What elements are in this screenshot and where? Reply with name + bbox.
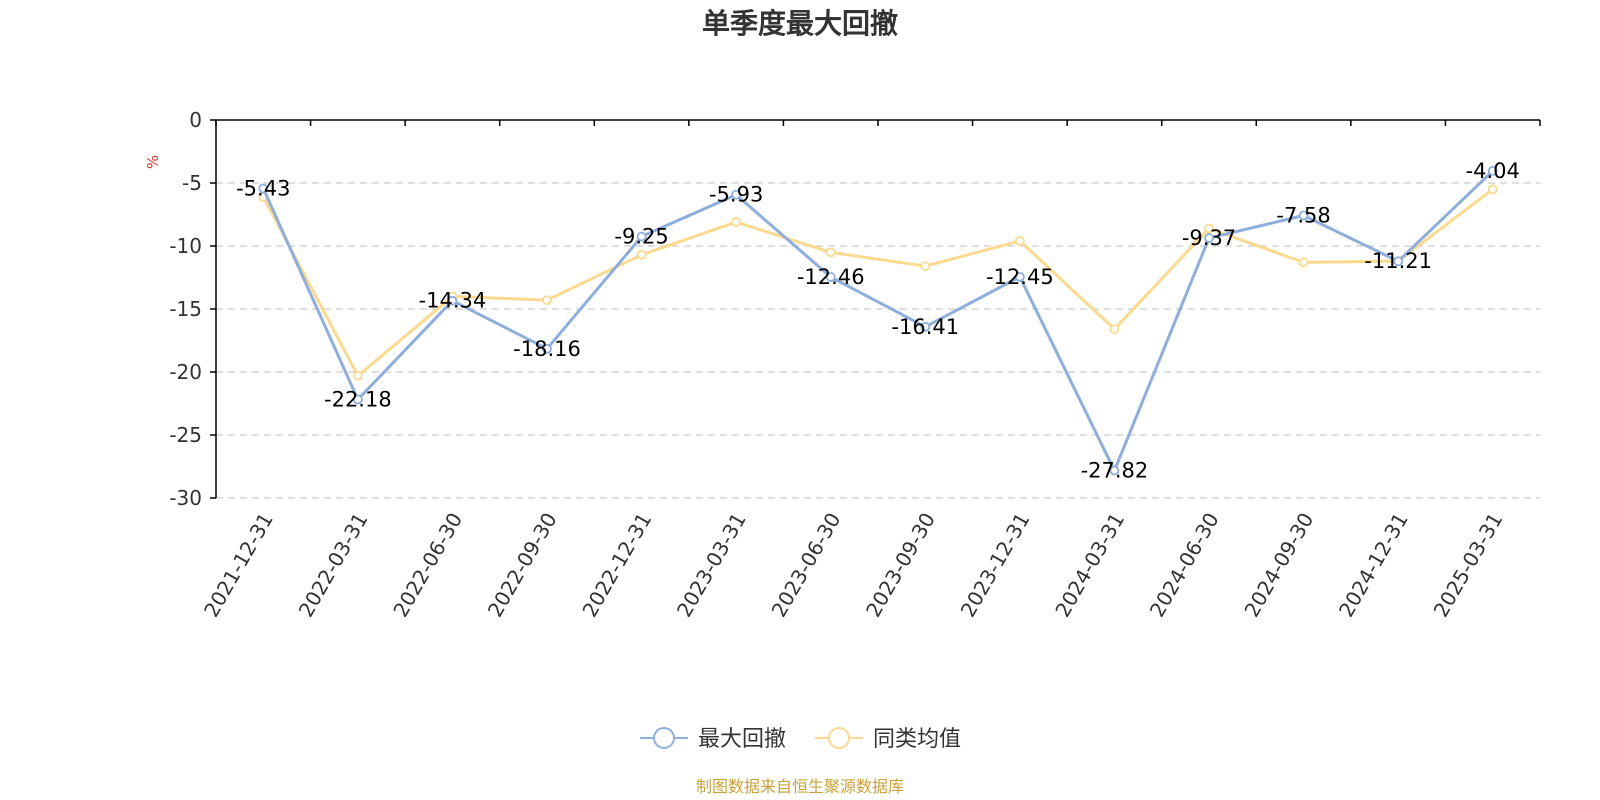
data-point xyxy=(542,295,552,306)
data-point xyxy=(731,189,742,200)
y-tick-label: -5 xyxy=(182,171,202,195)
data-point xyxy=(352,370,363,381)
data-label: -12.46 xyxy=(797,265,865,289)
data-point xyxy=(636,231,647,242)
data-label: -9.25 xyxy=(614,225,668,249)
data-point xyxy=(1109,465,1120,476)
data-label: -12.45 xyxy=(986,265,1054,289)
grid-lines xyxy=(216,182,1540,499)
data-point xyxy=(825,247,836,258)
data-label: -4.04 xyxy=(1466,159,1520,183)
data-point xyxy=(636,249,647,260)
y-axis-unit: % xyxy=(144,155,162,169)
series-lines xyxy=(258,166,1498,476)
data-point xyxy=(731,217,742,227)
x-tick-label: 2021-12-31 xyxy=(199,509,278,622)
data-point xyxy=(1298,210,1309,221)
data-label: -18.16 xyxy=(513,337,581,361)
data-point xyxy=(1487,184,1498,195)
y-tick-label: -15 xyxy=(169,297,202,321)
legend-label: 同类均值 xyxy=(873,727,961,752)
data-label: -9.37 xyxy=(1182,226,1236,250)
x-tick-label: 2022-09-30 xyxy=(483,509,562,622)
data-point xyxy=(447,295,458,306)
data-point xyxy=(1298,257,1309,268)
legend[interactable]: 最大回撤 同类均值 xyxy=(640,727,961,752)
data-point xyxy=(1393,256,1404,267)
x-tick-label: 2025-03-31 xyxy=(1429,509,1508,622)
x-tick-label: 2023-03-31 xyxy=(672,509,751,622)
data-point xyxy=(920,321,931,332)
data-label: -11.21 xyxy=(1364,249,1432,273)
legend-label: 最大回撤 xyxy=(698,727,786,752)
legend-marker xyxy=(828,727,850,749)
x-tick-label: 2023-12-31 xyxy=(956,509,1035,622)
data-point xyxy=(1014,271,1025,282)
data-label: -27.82 xyxy=(1081,459,1149,483)
x-tick-label: 2022-03-31 xyxy=(294,509,373,622)
x-tick-label: 2024-03-31 xyxy=(1050,509,1129,622)
y-tick-label: -30 xyxy=(169,486,202,510)
series-line-1 xyxy=(261,188,1494,378)
x-tick-label: 2023-06-30 xyxy=(767,509,846,622)
data-label: -14.34 xyxy=(419,289,487,313)
x-tick-label: 2023-09-30 xyxy=(861,508,940,621)
legend-item-0[interactable]: 最大回撤 xyxy=(640,727,786,752)
data-label: -7.58 xyxy=(1276,204,1330,228)
data-labels: -5.43 -22.18 -14.34 -18.16 -9.25 -5.93 -12.46 -… xyxy=(236,159,1520,483)
series-line-0 xyxy=(261,169,1494,473)
x-tick-label: 2024-09-30 xyxy=(1239,509,1318,622)
y-tick-label: -10 xyxy=(169,234,202,258)
data-point xyxy=(825,272,836,282)
y-tick-label: -20 xyxy=(169,360,202,384)
data-label: -22.18 xyxy=(324,387,392,411)
x-tick-label: 2024-12-31 xyxy=(1334,509,1413,622)
x-tick-label: 2022-06-30 xyxy=(388,509,467,622)
y-tick-label: -25 xyxy=(169,423,202,447)
data-point xyxy=(1204,233,1214,243)
chart-title: 单季度最大回撤 xyxy=(702,7,898,40)
data-point xyxy=(1109,324,1120,335)
data-point xyxy=(1487,166,1498,176)
x-tick-label: 2024-06-30 xyxy=(1145,509,1224,622)
data-point xyxy=(258,183,269,194)
data-point xyxy=(1014,236,1025,246)
legend-marker xyxy=(653,727,675,749)
data-point xyxy=(542,343,552,354)
data-point xyxy=(920,261,931,272)
source-note: 制图数据来自恒生聚源数据库 xyxy=(696,777,904,796)
data-point xyxy=(1204,223,1214,234)
legend-item-1[interactable]: 同类均值 xyxy=(815,727,961,752)
data-label: -5.93 xyxy=(709,183,763,207)
x-tick-label: 2022-12-31 xyxy=(577,509,656,622)
data-point xyxy=(352,394,363,405)
y-tick-label: 0 xyxy=(189,108,202,132)
data-label: -5.43 xyxy=(236,176,290,200)
data-label: -16.41 xyxy=(891,315,959,339)
